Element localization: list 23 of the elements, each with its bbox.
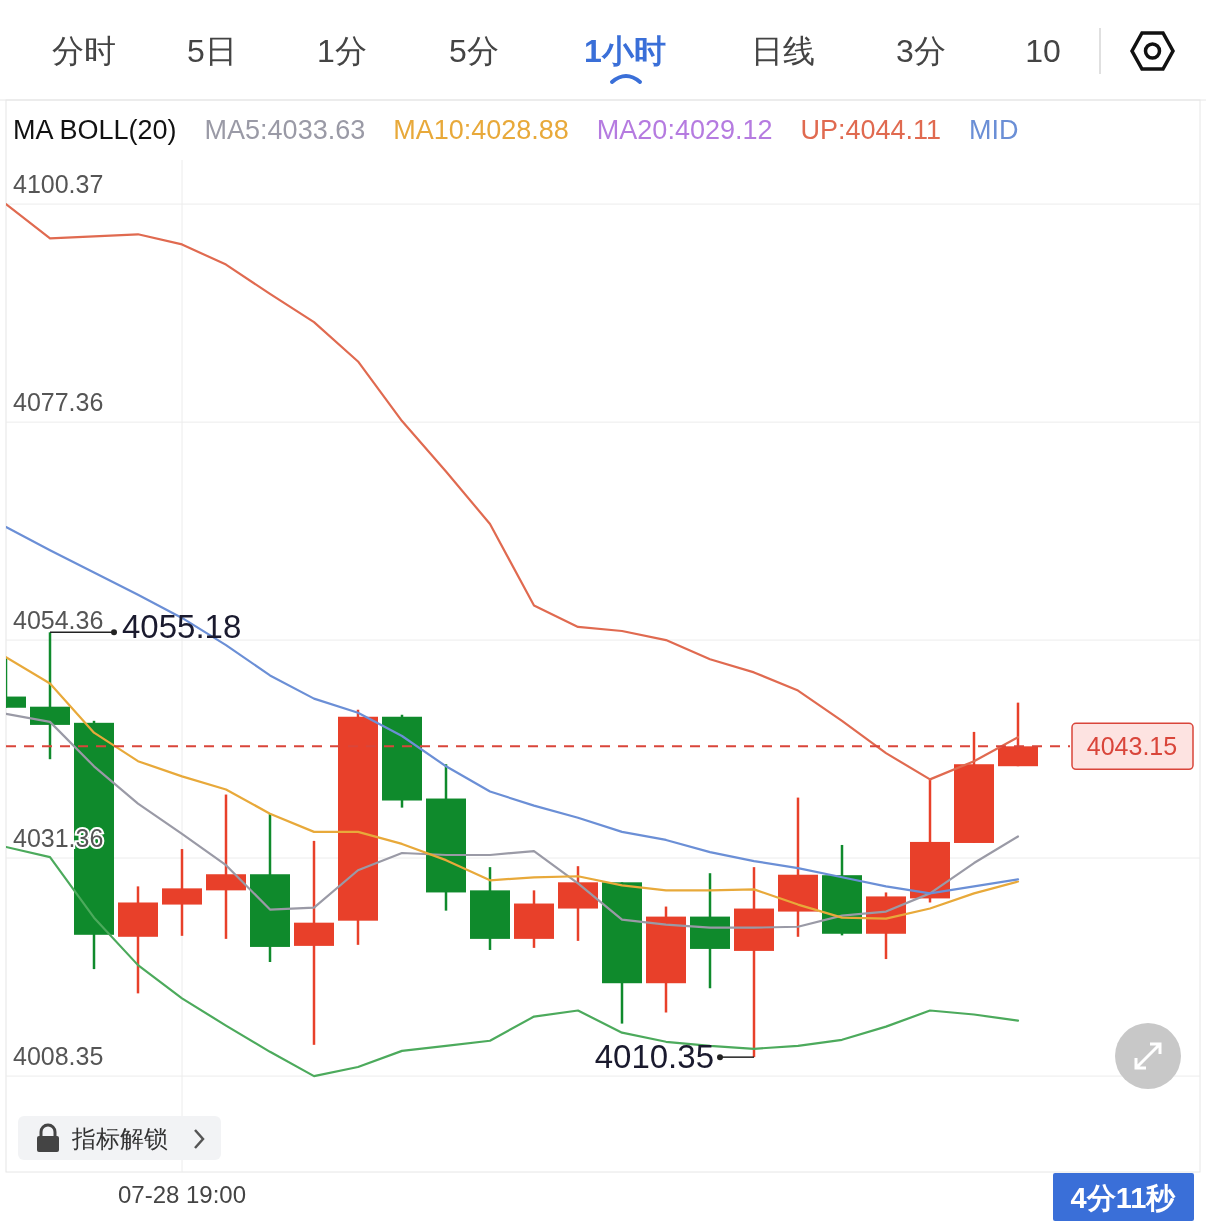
text: 3分 bbox=[896, 33, 946, 69]
text: 5分 bbox=[449, 33, 499, 69]
y-tick-label: 4008.35 bbox=[13, 1042, 104, 1071]
text: 日线 bbox=[751, 33, 815, 69]
x-tick-label: 07-28 19:00 bbox=[117, 1181, 247, 1208]
text: 10 bbox=[1025, 33, 1061, 69]
text: UP:4044.11 bbox=[800, 115, 942, 145]
ref-line-label: 4043.15 bbox=[1086, 732, 1178, 761]
y-tick-label: 4054.36 bbox=[13, 606, 104, 635]
text: MA10:4028.88 bbox=[393, 115, 569, 145]
y-tick-label: 4100.37 bbox=[13, 170, 104, 199]
text: MA5:4033.63 bbox=[204, 115, 366, 145]
text: 1分 bbox=[317, 33, 367, 69]
legend-label: MA20:4029.12 bbox=[596, 115, 773, 145]
text: 1小时 bbox=[584, 33, 666, 69]
text: 分时 bbox=[52, 33, 116, 69]
annotation: 4010.35 bbox=[594, 1038, 714, 1076]
text: 5日 bbox=[187, 33, 237, 69]
chart-title: MA BOLL(20) bbox=[13, 115, 177, 145]
text: 4分11秒 bbox=[1070, 1182, 1177, 1214]
annotation: 指标解锁 bbox=[71, 1125, 168, 1152]
y-tick-label: 4077.36 bbox=[13, 388, 104, 417]
text: MID bbox=[969, 115, 1019, 145]
